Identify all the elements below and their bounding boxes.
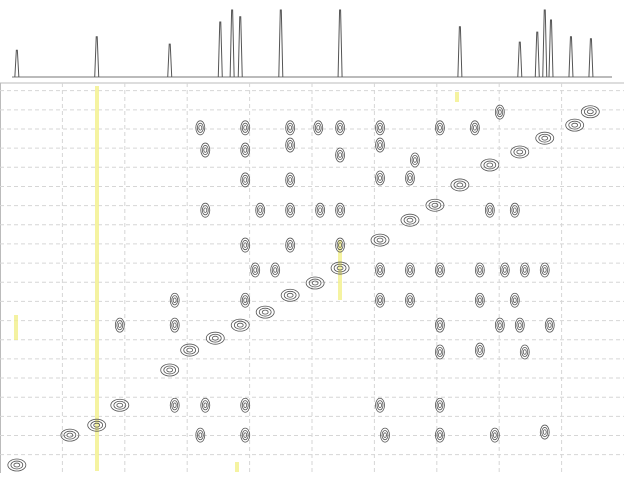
t1-noise <box>14 315 18 340</box>
t1-noise <box>455 92 459 102</box>
nmr-spectrum <box>0 0 624 479</box>
t1-noise <box>235 462 239 472</box>
t1-noise <box>95 86 99 471</box>
